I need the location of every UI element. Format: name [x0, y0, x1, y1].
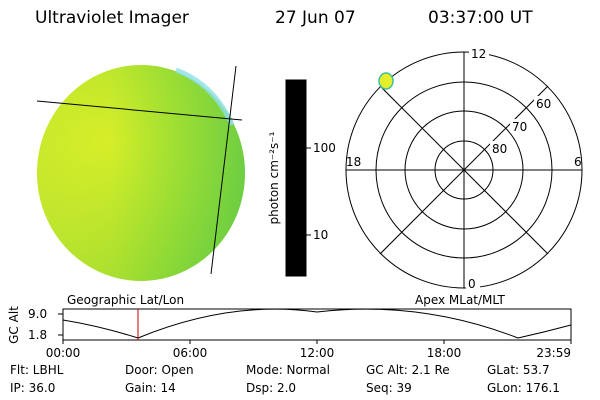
- filter-status: Flt: LBHL: [10, 363, 64, 377]
- polar-diagonal-2: [379, 85, 549, 255]
- xtick-label-1800: 18:00: [427, 346, 462, 360]
- glat-status: GLat: 53.7: [487, 363, 550, 377]
- altitude-ylabel: GC Alt: [7, 306, 21, 344]
- altitude-curve: [62, 308, 572, 339]
- instrument-title: Ultraviolet Imager: [35, 8, 189, 28]
- ytick-label-1.8: 1.8: [28, 328, 47, 342]
- mlt-label-18: 18: [346, 155, 361, 169]
- dsp-status: Dsp: 2.0: [246, 381, 297, 395]
- label-bg-60: [534, 96, 554, 110]
- uv-image-disk: [36, 65, 245, 281]
- latitude-line: [36, 100, 243, 121]
- longitude-line: [210, 65, 237, 275]
- colorbar-unit-label: photon cm⁻²s⁻¹: [267, 131, 281, 224]
- door-status: Door: Open: [125, 363, 194, 377]
- mlat-label-60: 60: [536, 97, 551, 111]
- altitude-frame: [62, 308, 572, 341]
- mlat-label-70: 70: [512, 120, 527, 134]
- label-bg-bottom: [466, 276, 480, 290]
- label-bg-80: [490, 141, 510, 155]
- ip-status: IP: 36.0: [10, 381, 56, 395]
- label-bg-top: [469, 46, 489, 60]
- date-label: 27 Jun 07: [275, 8, 356, 28]
- gain-status: Gain: 14: [125, 381, 176, 395]
- mlt-label-6: 6: [574, 155, 582, 169]
- glon-status: GLon: 176.1: [487, 381, 560, 395]
- mode-status: Mode: Normal: [246, 363, 330, 377]
- mlt-label-12: 12: [471, 47, 486, 61]
- xtick-label-0600: 06:00: [173, 346, 208, 360]
- mlt-label-0: 0: [468, 277, 476, 291]
- altitude-plot: Geographic Lat/Lon Apex MLat/MLT 9.0 1.8…: [7, 293, 572, 360]
- mlat-label-80: 80: [492, 142, 507, 156]
- colorbar-tick-label-10: 10: [313, 228, 328, 242]
- label-bg-70: [510, 119, 530, 133]
- seq-status: Seq: 39: [366, 381, 412, 395]
- xtick-label-1200: 12:00: [300, 346, 335, 360]
- gc-alt-status: GC Alt: 2.1 Re: [366, 363, 450, 377]
- apex-title: Apex MLat/MLT: [415, 293, 505, 307]
- geographic-title: Geographic Lat/Lon: [67, 293, 184, 307]
- time-label: 03:37:00 UT: [428, 8, 533, 28]
- polar-plot: 12 0 18 6 60 70 80: [345, 46, 583, 291]
- colorbar-tick-label-100: 100: [313, 141, 336, 155]
- disk-limb-glow: [175, 67, 235, 126]
- xtick-label-0000: 00:00: [46, 346, 81, 360]
- ytick-label-9: 9.0: [28, 307, 47, 321]
- disk-shade: [37, 65, 245, 281]
- colorbar-rect: [285, 79, 307, 277]
- xtick-label-2359: 23:59: [536, 346, 571, 360]
- aurora-blob: [378, 72, 394, 90]
- colorbar: 100 10 photon cm⁻²s⁻¹: [267, 79, 336, 277]
